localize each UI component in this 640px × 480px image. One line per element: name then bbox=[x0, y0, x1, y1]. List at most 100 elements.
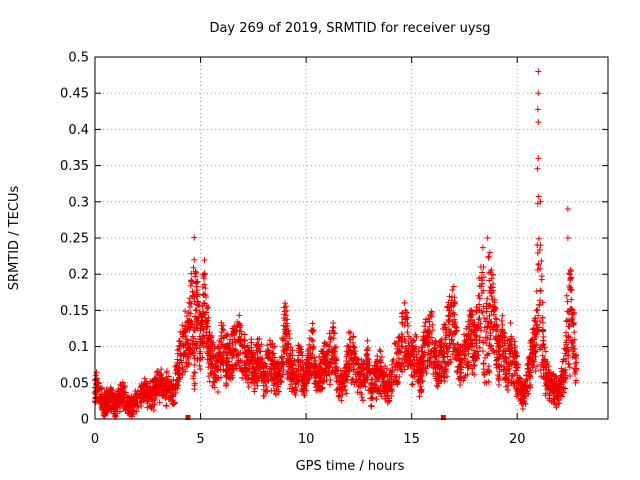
data-point bbox=[214, 388, 221, 395]
data-point bbox=[494, 371, 501, 378]
data-point bbox=[106, 390, 113, 397]
data-point bbox=[293, 378, 300, 385]
data-point bbox=[309, 320, 316, 327]
data-point bbox=[445, 312, 452, 319]
data-point bbox=[343, 358, 350, 365]
data-point bbox=[204, 323, 211, 330]
data-point bbox=[558, 393, 565, 400]
data-point bbox=[402, 307, 409, 314]
data-point bbox=[189, 340, 196, 347]
data-point bbox=[410, 368, 417, 375]
data-point bbox=[461, 355, 468, 362]
data-point bbox=[533, 328, 540, 335]
data-point bbox=[401, 299, 408, 306]
data-point bbox=[476, 337, 483, 344]
data-point bbox=[486, 312, 493, 319]
x-tick-label: 20 bbox=[509, 432, 526, 447]
data-point bbox=[345, 343, 352, 350]
data-point bbox=[282, 300, 288, 307]
data-point bbox=[305, 359, 312, 366]
data-point bbox=[206, 328, 213, 335]
data-point bbox=[203, 309, 210, 316]
data-point bbox=[220, 322, 227, 329]
data-point bbox=[274, 376, 281, 383]
data-point bbox=[440, 373, 447, 380]
y-tick-label: 0.4 bbox=[68, 123, 89, 138]
data-point bbox=[298, 388, 305, 395]
data-point bbox=[472, 336, 479, 343]
data-point bbox=[119, 402, 126, 409]
data-point bbox=[536, 246, 543, 253]
data-point bbox=[365, 345, 372, 352]
data-point bbox=[499, 329, 506, 336]
data-point bbox=[119, 379, 126, 386]
data-point bbox=[102, 411, 109, 418]
data-point bbox=[449, 321, 456, 328]
data-point bbox=[419, 344, 426, 351]
data-point bbox=[471, 321, 478, 328]
data-point bbox=[537, 242, 544, 249]
data-point bbox=[432, 353, 439, 360]
data-point bbox=[571, 329, 578, 336]
data-point bbox=[201, 335, 208, 342]
data-point bbox=[537, 287, 544, 294]
data-point bbox=[507, 319, 514, 326]
data-point bbox=[532, 368, 539, 374]
data-point bbox=[550, 399, 557, 406]
data-point bbox=[177, 338, 184, 345]
plot-frame bbox=[94, 56, 609, 420]
data-point bbox=[301, 386, 308, 393]
data-point bbox=[462, 346, 469, 353]
data-point bbox=[550, 389, 557, 396]
data-point bbox=[425, 341, 432, 348]
data-point bbox=[402, 338, 409, 345]
data-point bbox=[465, 363, 472, 370]
data-point bbox=[487, 290, 494, 297]
data-point bbox=[478, 290, 485, 297]
data-point bbox=[388, 368, 395, 375]
data-point bbox=[200, 343, 207, 350]
data-point bbox=[528, 356, 535, 363]
data-point bbox=[273, 391, 280, 398]
data-point bbox=[179, 322, 186, 329]
data-point bbox=[253, 364, 260, 371]
data-point bbox=[529, 343, 535, 350]
data-point bbox=[513, 393, 520, 400]
data-point bbox=[367, 367, 374, 374]
data-point bbox=[269, 350, 276, 357]
y-tick-label: 0 bbox=[81, 413, 89, 428]
data-point bbox=[333, 363, 340, 370]
data-point bbox=[398, 336, 405, 343]
data-point bbox=[145, 388, 152, 395]
data-point bbox=[163, 376, 170, 383]
data-point bbox=[279, 371, 286, 378]
data-point bbox=[422, 319, 429, 326]
data-point bbox=[398, 330, 405, 337]
data-point bbox=[530, 325, 537, 332]
data-point bbox=[192, 338, 199, 345]
data-point bbox=[565, 270, 572, 277]
data-point bbox=[564, 317, 571, 324]
data-point bbox=[540, 337, 547, 344]
data-point bbox=[139, 391, 146, 398]
data-point bbox=[326, 381, 333, 388]
data-point bbox=[189, 293, 196, 300]
data-point bbox=[440, 354, 447, 361]
data-point bbox=[474, 324, 481, 331]
data-point bbox=[251, 388, 258, 395]
data-point bbox=[349, 339, 356, 346]
data-point bbox=[485, 378, 492, 385]
data-point bbox=[462, 351, 469, 358]
data-point bbox=[96, 386, 103, 393]
data-point bbox=[284, 329, 291, 336]
data-point bbox=[439, 359, 446, 366]
data-point bbox=[203, 329, 210, 336]
data-point bbox=[493, 316, 500, 323]
data-point bbox=[524, 365, 531, 372]
data-point bbox=[459, 343, 466, 350]
data-point bbox=[468, 307, 475, 314]
data-point bbox=[157, 372, 164, 379]
data-point bbox=[397, 348, 404, 355]
data-point bbox=[373, 358, 380, 365]
data-point bbox=[489, 296, 496, 303]
